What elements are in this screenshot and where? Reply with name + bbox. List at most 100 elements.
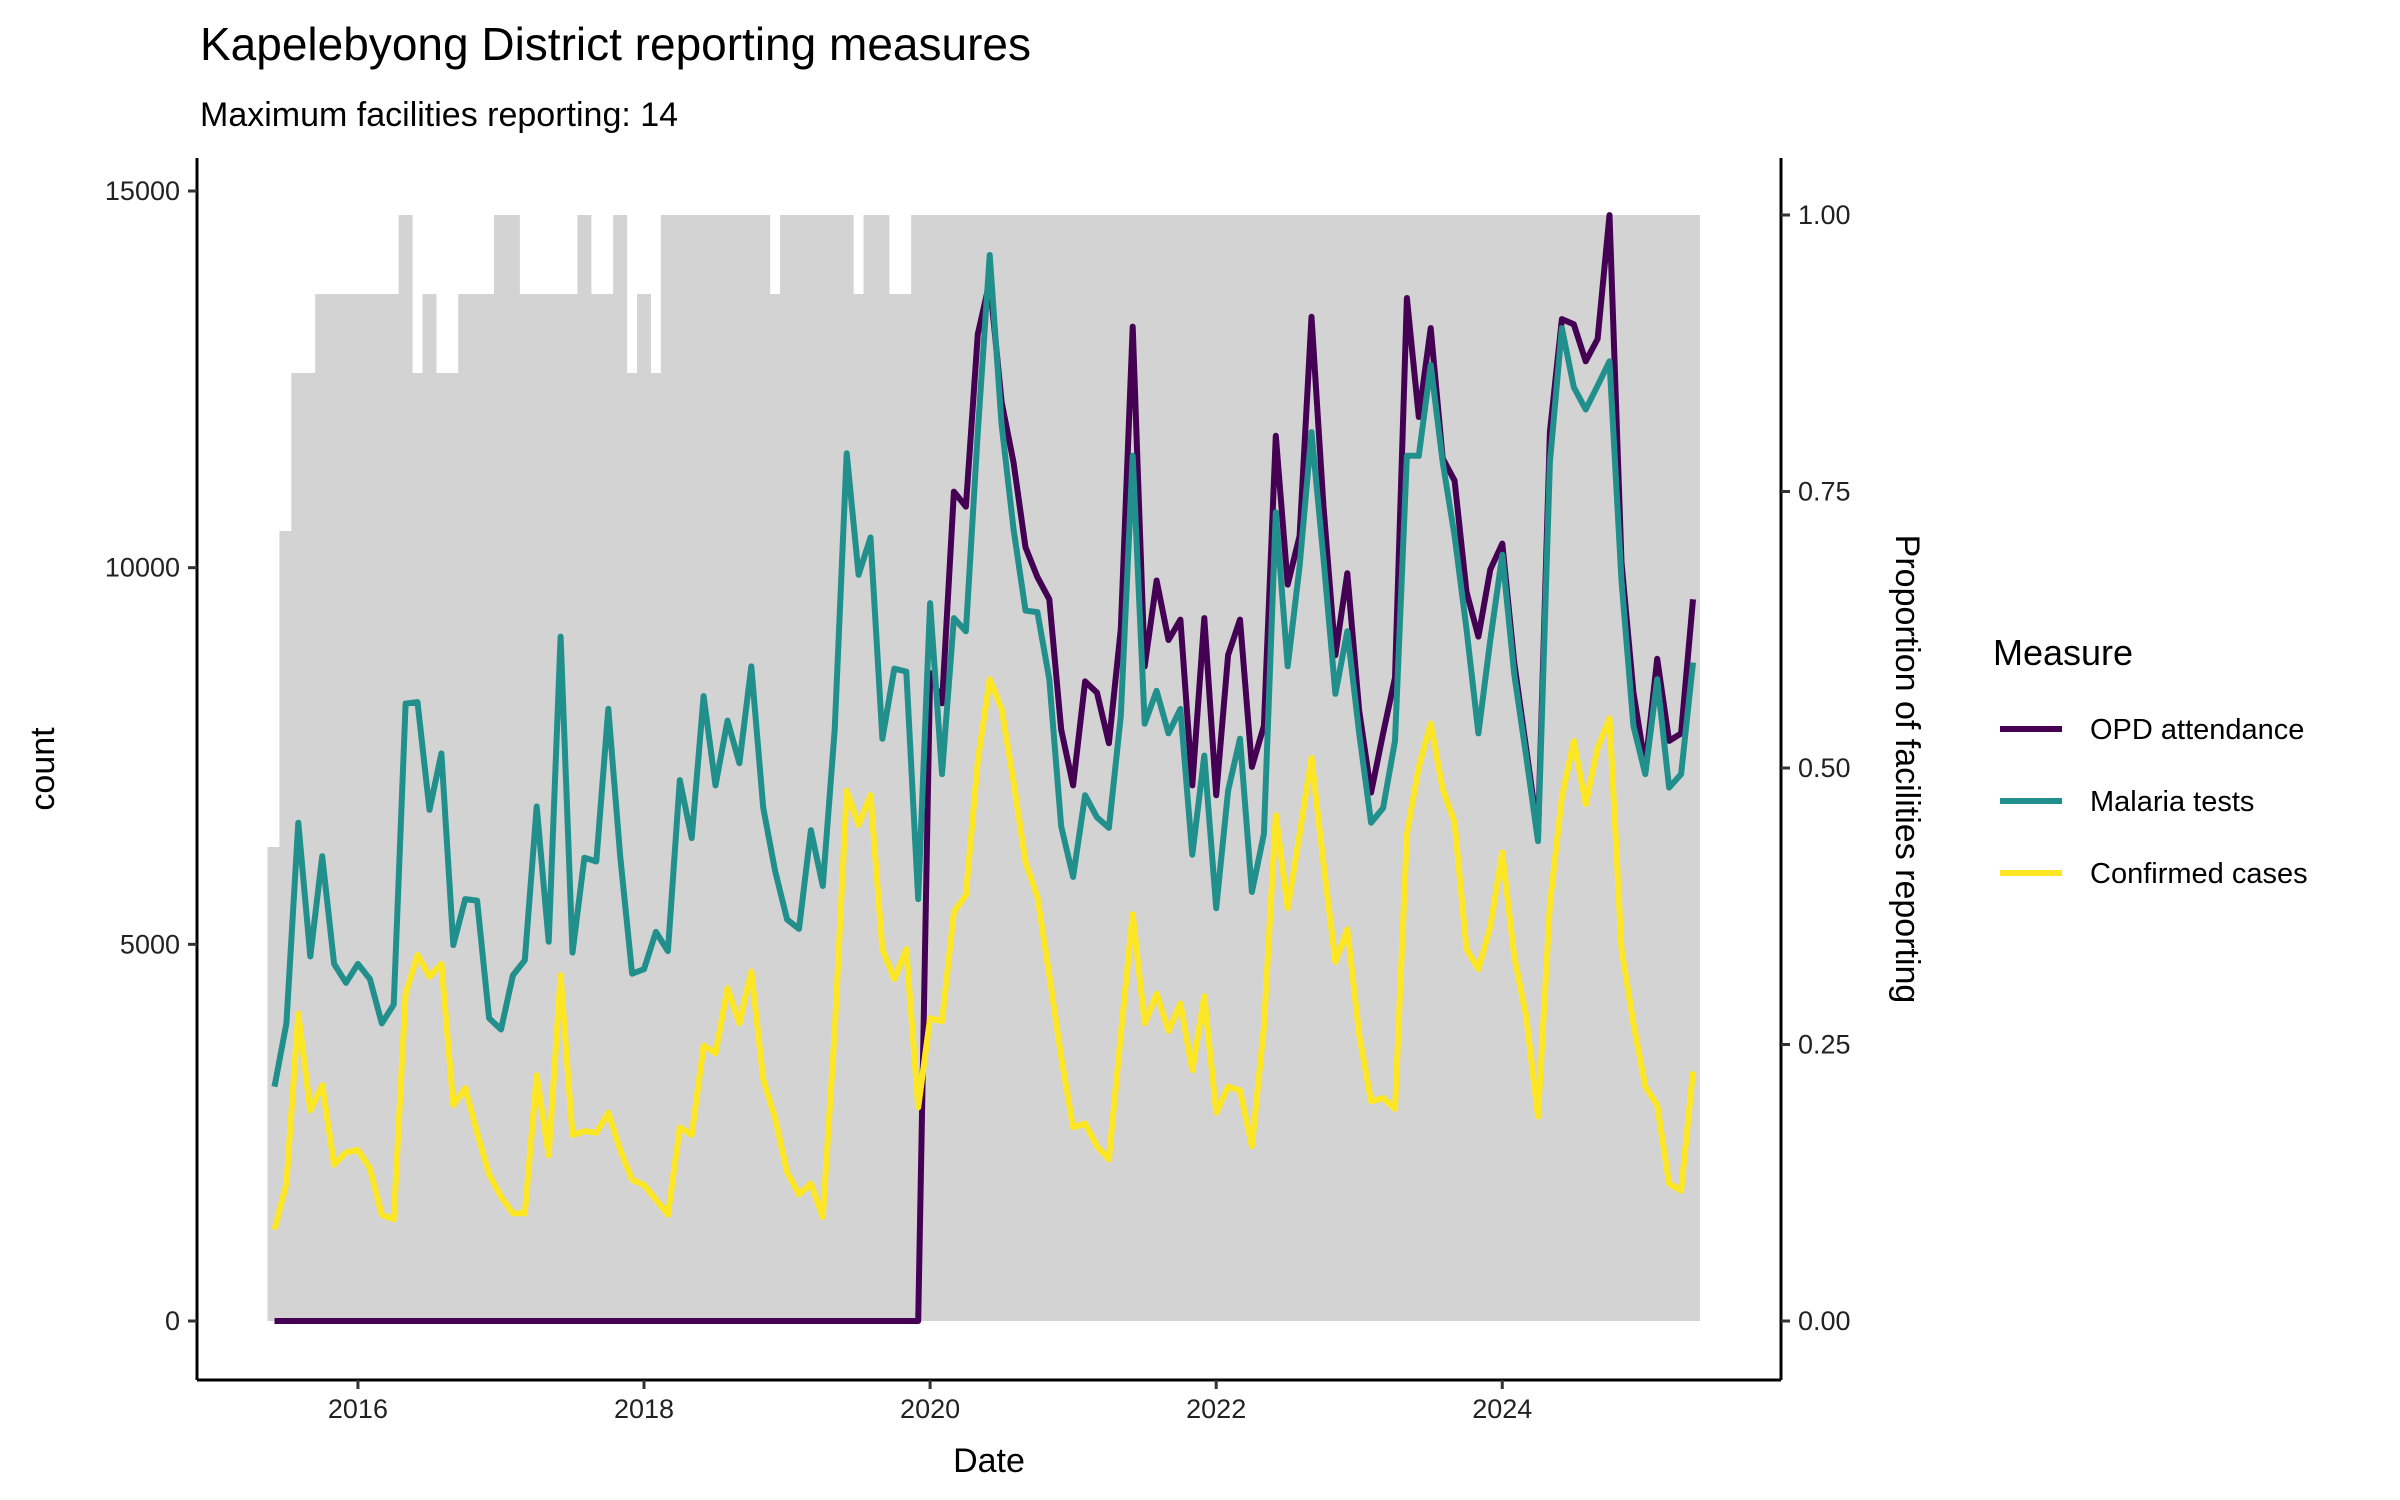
- bar-facilities-reporting: [1137, 215, 1152, 1321]
- chart-title: Kapelebyong District reporting measures: [200, 18, 1031, 70]
- legend: Measure OPD attendance Malaria tests Confi…: [1993, 632, 2308, 890]
- bar-facilities-reporting: [589, 294, 604, 1321]
- x-tick-label: 2024: [1472, 1394, 1532, 1424]
- lines-layer: [271, 212, 1696, 1324]
- bar-facilities-reporting: [1340, 215, 1355, 1321]
- chart-subtitle: Maximum facilities reporting: 14: [200, 96, 678, 134]
- bar-facilities-reporting: [315, 294, 330, 1321]
- bar-facilities-reporting: [1376, 215, 1391, 1321]
- bar-facilities-reporting: [350, 294, 365, 1321]
- bar-facilities-reporting: [1495, 215, 1510, 1321]
- x-tick-label: 2018: [614, 1394, 674, 1424]
- bar-facilities-reporting: [327, 294, 342, 1321]
- bar-facilities-reporting: [1221, 215, 1236, 1321]
- bar-facilities-reporting: [601, 294, 616, 1321]
- y-tick-label: 5000: [120, 929, 180, 959]
- y2-tick-label: 0.50: [1798, 753, 1851, 783]
- bar-facilities-reporting: [958, 215, 973, 1321]
- bar-facilities-reporting: [517, 294, 532, 1321]
- bar-facilities-reporting: [1423, 215, 1438, 1321]
- bar-facilities-reporting: [1042, 215, 1057, 1321]
- bar-facilities-reporting: [339, 294, 354, 1321]
- bar-facilities-reporting: [1507, 215, 1522, 1321]
- bar-facilities-reporting: [1173, 215, 1188, 1321]
- bar-facilities-reporting: [637, 294, 652, 1321]
- bar-facilities-reporting: [577, 215, 592, 1321]
- x-tick-label: 2022: [1186, 1394, 1246, 1424]
- bar-facilities-reporting: [1078, 215, 1093, 1321]
- bar-facilities-reporting: [1149, 215, 1164, 1321]
- bar-facilities-reporting: [613, 215, 628, 1321]
- bar-facilities-reporting: [732, 215, 747, 1321]
- bar-facilities-reporting: [887, 294, 902, 1321]
- bar-facilities-reporting: [1030, 215, 1045, 1321]
- bar-facilities-reporting: [684, 215, 699, 1321]
- bar-facilities-reporting: [791, 215, 806, 1321]
- bar-facilities-reporting: [434, 373, 449, 1321]
- bar-facilities-reporting: [1268, 215, 1283, 1321]
- x-axis-title: Date: [953, 1442, 1025, 1480]
- bar-facilities-reporting: [672, 215, 687, 1321]
- bar-facilities-reporting: [982, 215, 997, 1321]
- bar-facilities-reporting: [1626, 215, 1641, 1321]
- bar-facilities-reporting: [780, 215, 795, 1321]
- legend-title: Measure: [1993, 632, 2133, 673]
- y2-axis-title: Proportion of facilities reporting: [1888, 535, 1926, 1004]
- bar-facilities-reporting: [1650, 215, 1665, 1321]
- bar-facilities-reporting: [1101, 215, 1116, 1321]
- bar-facilities-reporting: [1328, 215, 1343, 1321]
- bar-facilities-reporting: [1447, 215, 1462, 1321]
- bar-facilities-reporting: [803, 215, 818, 1321]
- bar-facilities-reporting: [1018, 215, 1033, 1321]
- bar-facilities-reporting: [660, 215, 675, 1321]
- bar-facilities-reporting: [1471, 215, 1486, 1321]
- bar-facilities-reporting: [470, 294, 485, 1321]
- legend-label: Confirmed cases: [2090, 858, 2308, 890]
- bar-facilities-reporting: [303, 373, 318, 1321]
- bar-facilities-reporting: [493, 215, 508, 1321]
- bar-facilities-reporting: [1161, 215, 1176, 1321]
- bar-facilities-reporting: [946, 215, 961, 1321]
- bar-facilities-reporting: [374, 294, 389, 1321]
- axes-ticks: 0 5000 10000 15000 0.00 0.25 0.50 0.75 1.00 2016 2…: [105, 176, 1851, 1424]
- series-line-confirmed-cases: [271, 676, 1696, 1231]
- bar-facilities-reporting: [1292, 215, 1307, 1321]
- bar-facilities-reporting: [875, 215, 890, 1321]
- bar-facilities-reporting: [994, 215, 1009, 1321]
- bar-facilities-reporting: [458, 294, 473, 1321]
- bar-facilities-reporting: [1566, 215, 1581, 1321]
- bar-facilities-reporting: [1089, 215, 1104, 1321]
- bar-facilities-reporting: [410, 373, 425, 1321]
- x-tick-label: 2020: [900, 1394, 960, 1424]
- y-tick-label: 15000: [105, 176, 180, 206]
- bar-facilities-reporting: [1685, 215, 1700, 1321]
- x-tick-label: 2016: [328, 1394, 388, 1424]
- y2-tick-label: 0.00: [1798, 1306, 1851, 1336]
- y-tick-label: 0: [165, 1306, 180, 1336]
- y-axis-title: count: [24, 727, 62, 811]
- bar-facilities-reporting: [1578, 215, 1593, 1321]
- bar-facilities-reporting: [863, 215, 878, 1321]
- bar-facilities-reporting: [386, 294, 401, 1321]
- bar-facilities-reporting: [1554, 215, 1569, 1321]
- legend-label: OPD attendance: [2090, 714, 2304, 746]
- bar-facilities-reporting: [839, 215, 854, 1321]
- series-line-malaria-tests: [271, 252, 1696, 1088]
- y2-tick-label: 0.75: [1798, 477, 1851, 507]
- bar-facilities-reporting: [1280, 215, 1295, 1321]
- bar-facilities-reporting: [648, 373, 663, 1321]
- y2-tick-label: 1.00: [1798, 200, 1851, 230]
- bar-facilities-reporting: [744, 215, 759, 1321]
- bar-facilities-reporting: [1590, 215, 1605, 1321]
- bar-facilities-reporting: [625, 373, 640, 1321]
- y-tick-label: 10000: [105, 553, 180, 583]
- bar-facilities-reporting: [1364, 215, 1379, 1321]
- bar-facilities-reporting: [768, 294, 783, 1321]
- bar-facilities-reporting: [505, 215, 520, 1321]
- bar-facilities-reporting: [1459, 215, 1474, 1321]
- y2-tick-label: 0.25: [1798, 1030, 1851, 1060]
- bar-facilities-reporting: [482, 294, 497, 1321]
- legend-label: Malaria tests: [2090, 786, 2254, 818]
- bar-facilities-reporting: [1316, 215, 1331, 1321]
